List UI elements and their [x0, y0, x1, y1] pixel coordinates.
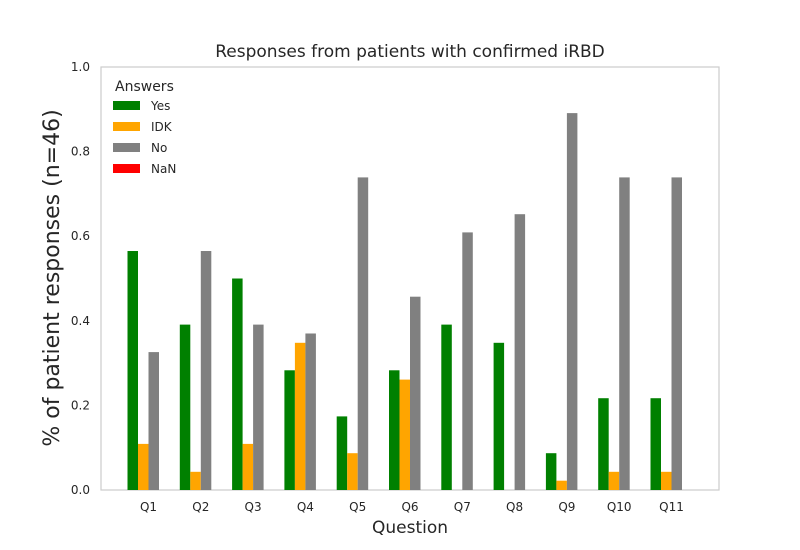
- legend-swatch-yes: [113, 101, 140, 110]
- bar-no-q10: [619, 177, 630, 490]
- bars-layer: [127, 113, 682, 491]
- bar-idk-q6: [399, 379, 410, 490]
- y-axis-label: % of patient responses (n=46): [40, 109, 65, 446]
- x-tick-label: Q6: [401, 500, 418, 514]
- x-tick-label: Q5: [349, 500, 366, 514]
- bar-no-q4: [305, 333, 316, 490]
- x-axis-label: Question: [372, 518, 448, 538]
- bar-yes-q7: [441, 324, 452, 490]
- bar-idk-q10: [608, 471, 620, 490]
- x-tick-label: Q3: [245, 500, 262, 514]
- bar-no-q5: [357, 177, 369, 490]
- bar-yes-q8: [493, 342, 505, 490]
- legend-swatch-nan: [113, 164, 140, 173]
- chart-title: Responses from patients with confirmed i…: [215, 42, 605, 62]
- bar-idk-q4: [294, 342, 306, 490]
- bar-yes-q3: [232, 278, 243, 490]
- bar-yes-q11: [650, 398, 661, 490]
- y-tick-label: 0.2: [71, 398, 90, 412]
- x-tick-label: Q7: [454, 500, 471, 514]
- bar-no-q1: [148, 352, 159, 490]
- bar-no-q7: [462, 232, 473, 490]
- y-tick-label: 0.0: [71, 483, 90, 497]
- bar-idk-q1: [138, 443, 149, 490]
- y-tick-label: 0.8: [71, 145, 90, 159]
- bar-yes-q6: [389, 370, 400, 490]
- legend-swatch-idk: [113, 122, 140, 131]
- legend-label-yes: Yes: [150, 99, 170, 113]
- bar-yes-q1: [127, 251, 138, 490]
- bar-idk-q9: [556, 480, 567, 490]
- x-tick-label: Q10: [607, 500, 632, 514]
- bar-no-q2: [200, 251, 212, 490]
- bar-yes-q5: [336, 416, 348, 490]
- bar-idk-q2: [190, 471, 201, 490]
- x-tick-label: Q2: [192, 500, 209, 514]
- legend-label-nan: NaN: [151, 162, 176, 176]
- bar-no-q11: [671, 177, 682, 490]
- bar-idk-q3: [242, 443, 254, 490]
- x-tick-label: Q1: [140, 500, 157, 514]
- x-axis-ticks: Q1 Q2 Q3 Q4 Q5 Q6 Q7 Q8 Q9 Q10 Q11: [140, 500, 684, 514]
- y-axis-ticks: 0.0 0.2 0.4 0.6 0.8 1.0: [71, 60, 90, 497]
- bar-no-q9: [566, 113, 578, 491]
- x-tick-label: Q4: [297, 500, 314, 514]
- legend-title: Answers: [115, 79, 174, 95]
- y-tick-label: 1.0: [71, 60, 90, 74]
- bar-idk-q5: [347, 453, 358, 490]
- legend: Answers Yes IDK No NaN: [113, 79, 176, 176]
- y-tick-label: 0.4: [71, 314, 90, 328]
- bar-no-q3: [253, 324, 264, 490]
- bar-yes-q4: [284, 370, 295, 490]
- legend-label-no: No: [151, 141, 167, 155]
- x-tick-label: Q8: [506, 500, 523, 514]
- y-tick-label: 0.6: [71, 229, 90, 243]
- x-tick-label: Q11: [659, 500, 684, 514]
- bar-yes-q2: [179, 324, 191, 490]
- bar-idk-q11: [661, 471, 672, 490]
- x-tick-label: Q9: [558, 500, 575, 514]
- bar-no-q6: [410, 296, 421, 490]
- legend-label-idk: IDK: [151, 120, 173, 134]
- legend-swatch-no: [113, 143, 140, 152]
- bar-yes-q9: [545, 453, 557, 490]
- bar-no-q8: [514, 214, 526, 490]
- bar-yes-q10: [598, 398, 609, 490]
